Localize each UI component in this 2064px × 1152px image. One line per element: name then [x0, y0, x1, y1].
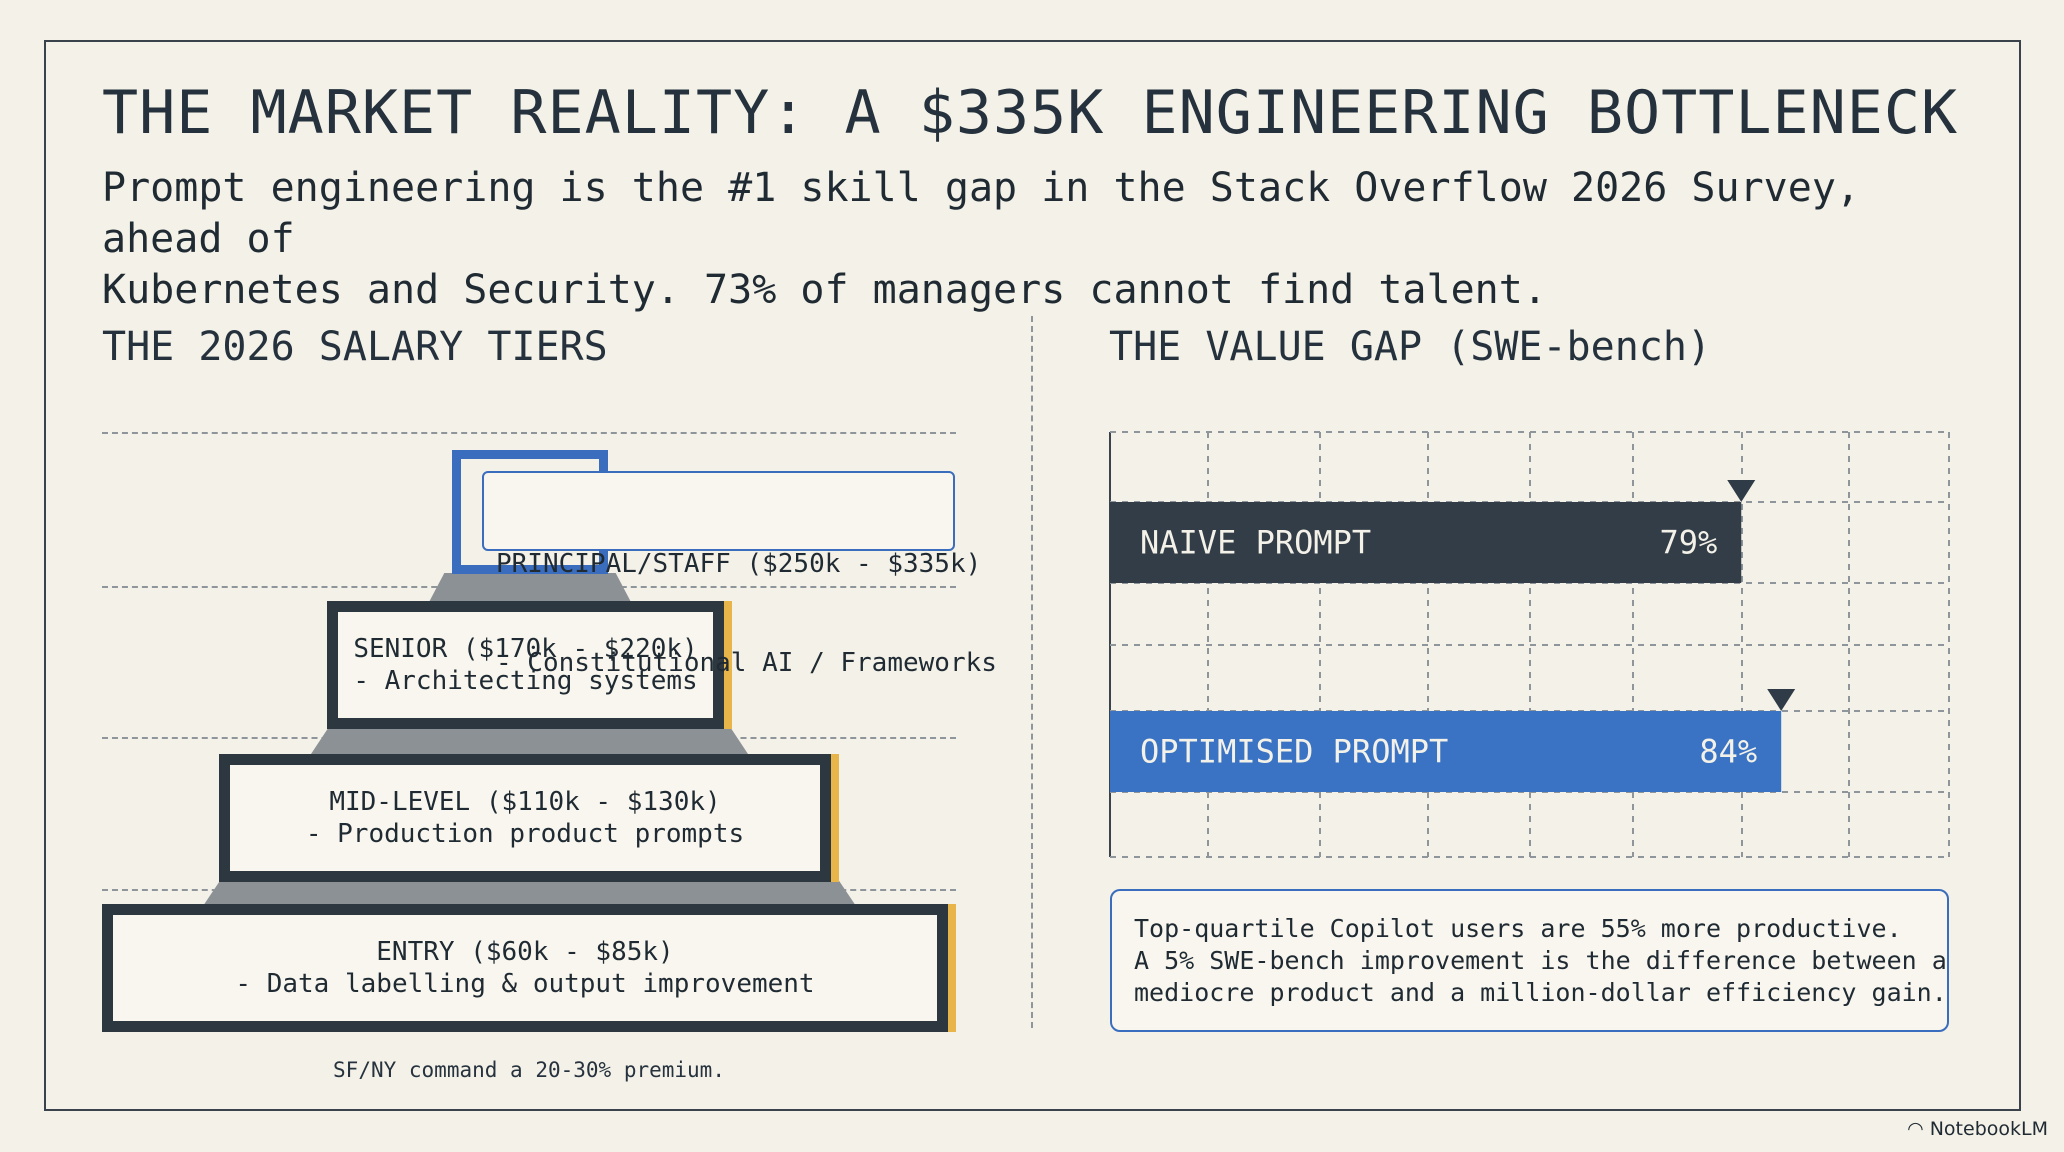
chart-grid — [1109, 431, 1950, 858]
bar-marker-1 — [1767, 689, 1796, 711]
info-line-1: Top-quartile Copilot users are 55% more … — [1134, 914, 1902, 943]
bar-marker-0 — [1727, 480, 1756, 502]
bar-label-1: OPTIMISED PROMPT — [1140, 733, 1448, 771]
tier-entry-label: ENTRY ($60k - $85k) — [376, 937, 674, 967]
value-gap-info-box: Top-quartile Copilot users are 55% more … — [1110, 889, 1949, 1032]
chart-bars: NAIVE PROMPT 79% OPTIMISED PROMPT 84% — [1110, 480, 1796, 792]
tier-entry: ENTRY ($60k - $85k) - Data labelling & o… — [102, 904, 948, 1032]
tier-principal-callout: PRINCIPAL/STAFF ($250k - $335k) - Consti… — [482, 471, 997, 678]
info-line-3: mediocre product and a million-dollar ef… — [1134, 978, 1947, 1007]
tier-mid-level-desc: - Production product prompts — [305, 819, 745, 849]
bar-label-0: NAIVE PROMPT — [1140, 524, 1371, 562]
brand-label: NotebookLM — [1929, 1118, 2048, 1140]
bar-1 — [1110, 711, 1782, 792]
bar-value-0: 79% — [1659, 524, 1717, 562]
value-gap-heading: THE VALUE GAP (SWE-bench) — [1109, 324, 1712, 370]
slide-frame — [44, 40, 2021, 1111]
bar-0 — [1110, 502, 1742, 583]
tier-mid-level-label: MID-LEVEL ($110k - $130k) — [329, 787, 721, 817]
salary-tiers-heading: THE 2026 SALARY TIERS — [102, 324, 608, 370]
notebooklm-logo-icon: ◠ — [1907, 1118, 1924, 1140]
tier-senior-label: SENIOR ($170k - $220k) — [353, 634, 698, 664]
subtitle-line-2: Kubernetes and Security. 73% of managers… — [102, 267, 1547, 313]
tier-ledge — [428, 573, 632, 604]
tier-senior-desc: - Architecting systems — [353, 666, 698, 696]
subtitle-line-1: Prompt engineering is the #1 skill gap i… — [102, 165, 1860, 262]
tier-senior: SENIOR ($170k - $220k) - Architecting sy… — [327, 601, 724, 729]
slide-title: THE MARKET REALITY: A $335K ENGINEERING … — [102, 78, 1959, 148]
notebooklm-brand: ◠ NotebookLM — [1907, 1118, 2048, 1140]
bar-value-1: 84% — [1699, 733, 1757, 771]
tier-guide-line — [102, 432, 956, 434]
column-divider — [1031, 316, 1033, 1028]
slide-subtitle: Prompt engineering is the #1 skill gap i… — [102, 163, 1982, 316]
tier-entry-desc: - Data labelling & output improvement — [235, 969, 815, 999]
info-line-2: A 5% SWE-bench improvement is the differ… — [1134, 946, 1947, 975]
tier-mid-level: MID-LEVEL ($110k - $130k) - Production p… — [219, 754, 831, 882]
salary-premium-note: SF/NY command a 20-30% premium. — [333, 1058, 725, 1082]
